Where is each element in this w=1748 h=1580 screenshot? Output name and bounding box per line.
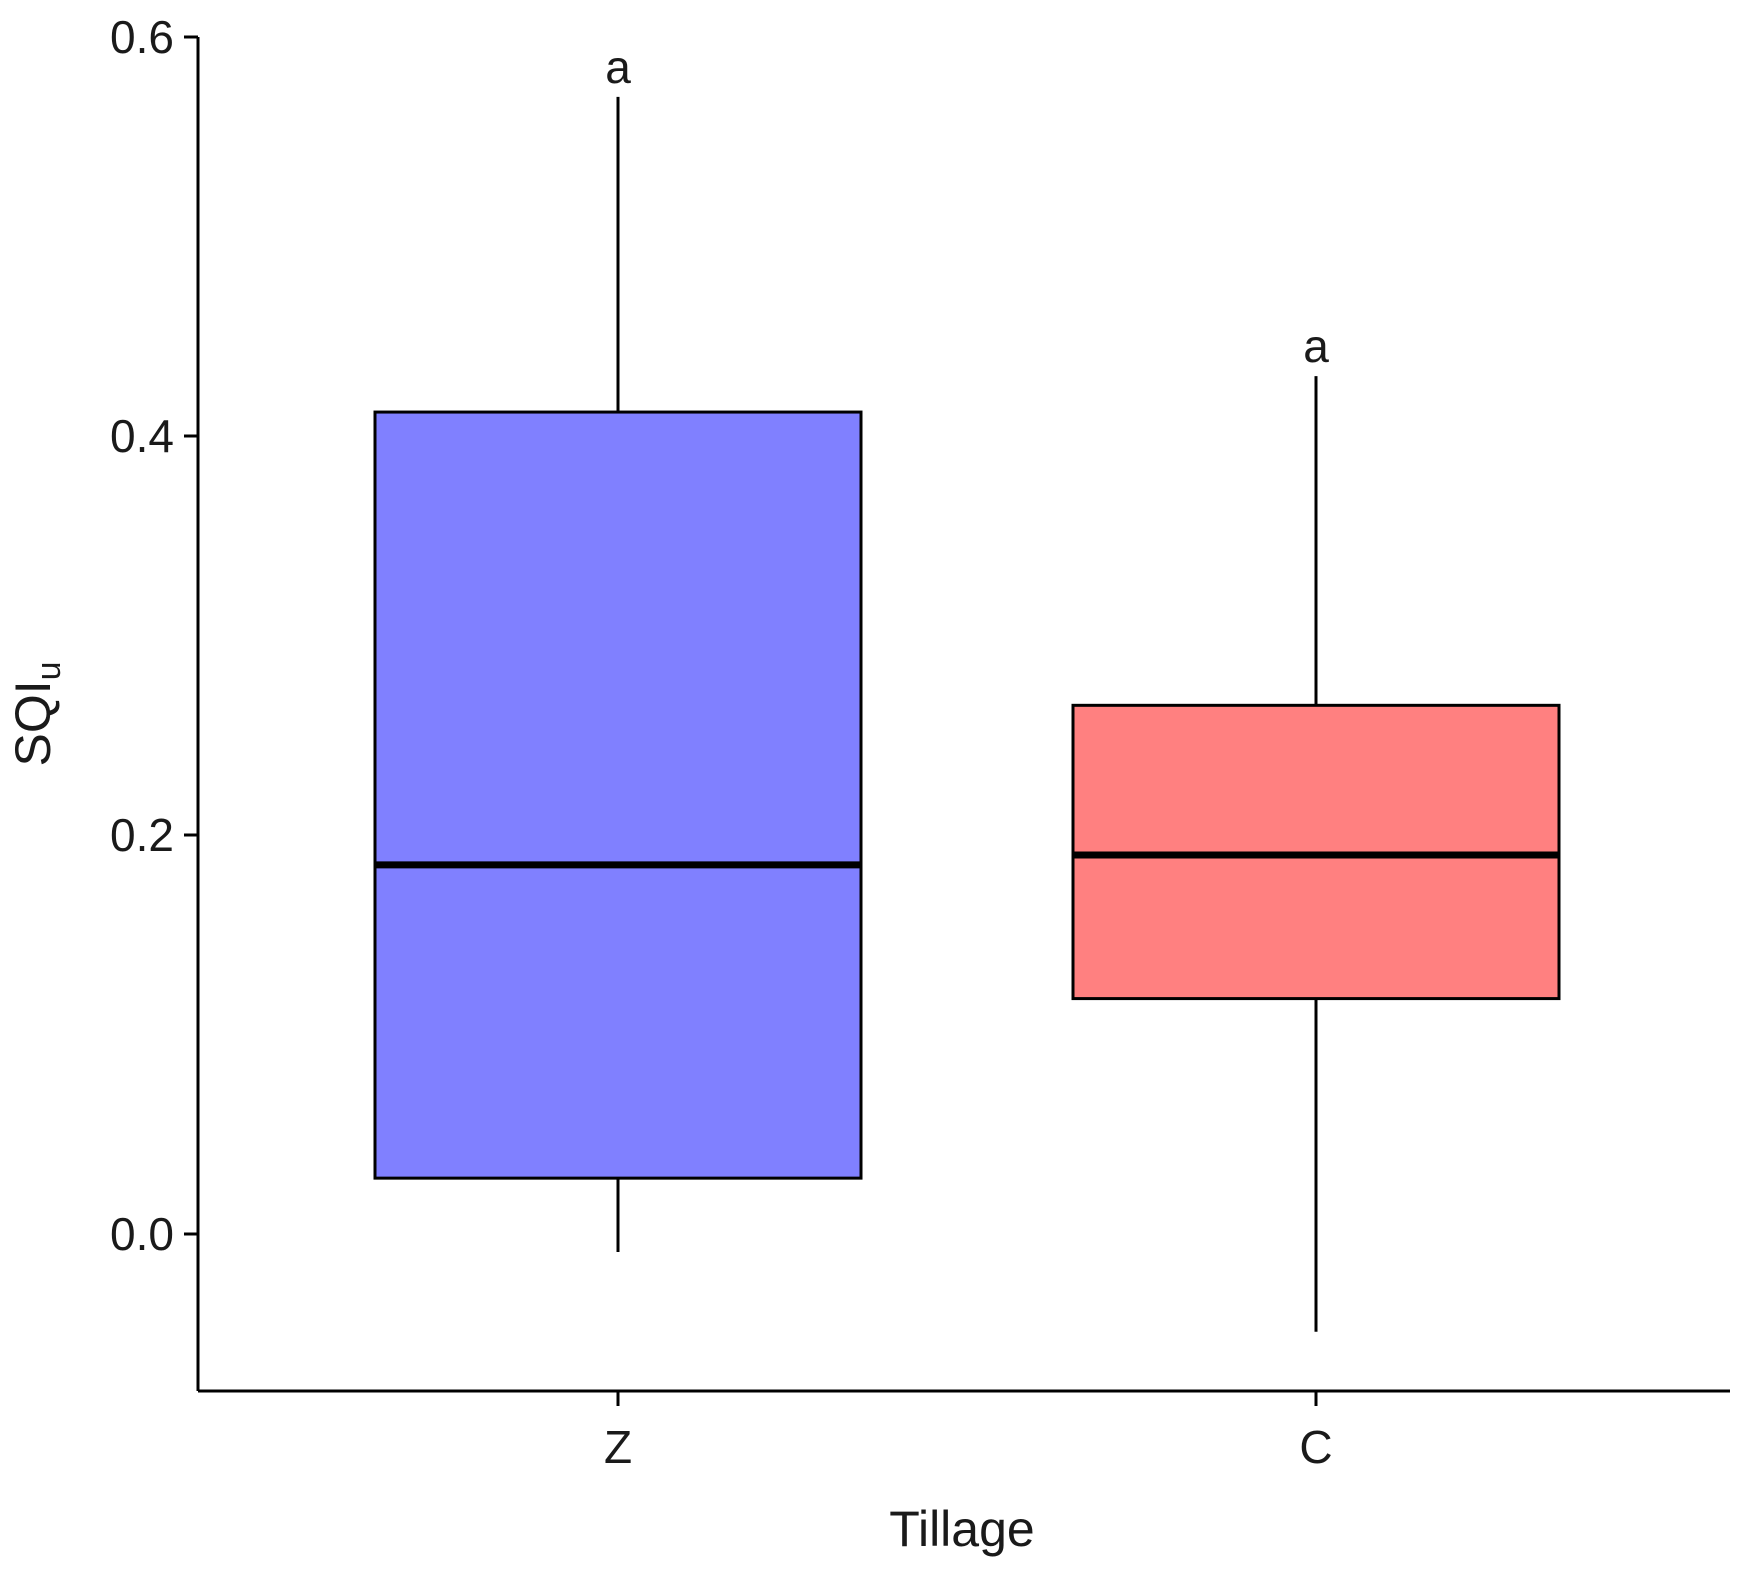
y-axis-title-subscript: u xyxy=(30,661,68,680)
y-tick-label: 0.0 xyxy=(110,1208,174,1260)
y-tick-label: 0.4 xyxy=(110,410,174,462)
y-tick-label: 0.6 xyxy=(110,11,174,63)
x-tick-label: Z xyxy=(604,1421,632,1473)
box-iqr xyxy=(373,410,863,1180)
x-tick-label: C xyxy=(1299,1421,1332,1473)
y-axis-title-main: SQI xyxy=(5,680,61,766)
y-axis-title: SQIu xyxy=(5,661,68,766)
significance-letter: a xyxy=(605,41,631,93)
y-tick-label: 0.2 xyxy=(110,809,174,861)
plot-area: aa xyxy=(373,41,1561,1332)
box-z: a xyxy=(373,41,863,1252)
y-axis-ticks: 0.0 0.2 0.4 0.6 xyxy=(110,11,198,1260)
box-c: a xyxy=(1071,320,1561,1332)
x-axis-title: Tillage xyxy=(889,1501,1034,1557)
significance-letter: a xyxy=(1303,320,1329,372)
